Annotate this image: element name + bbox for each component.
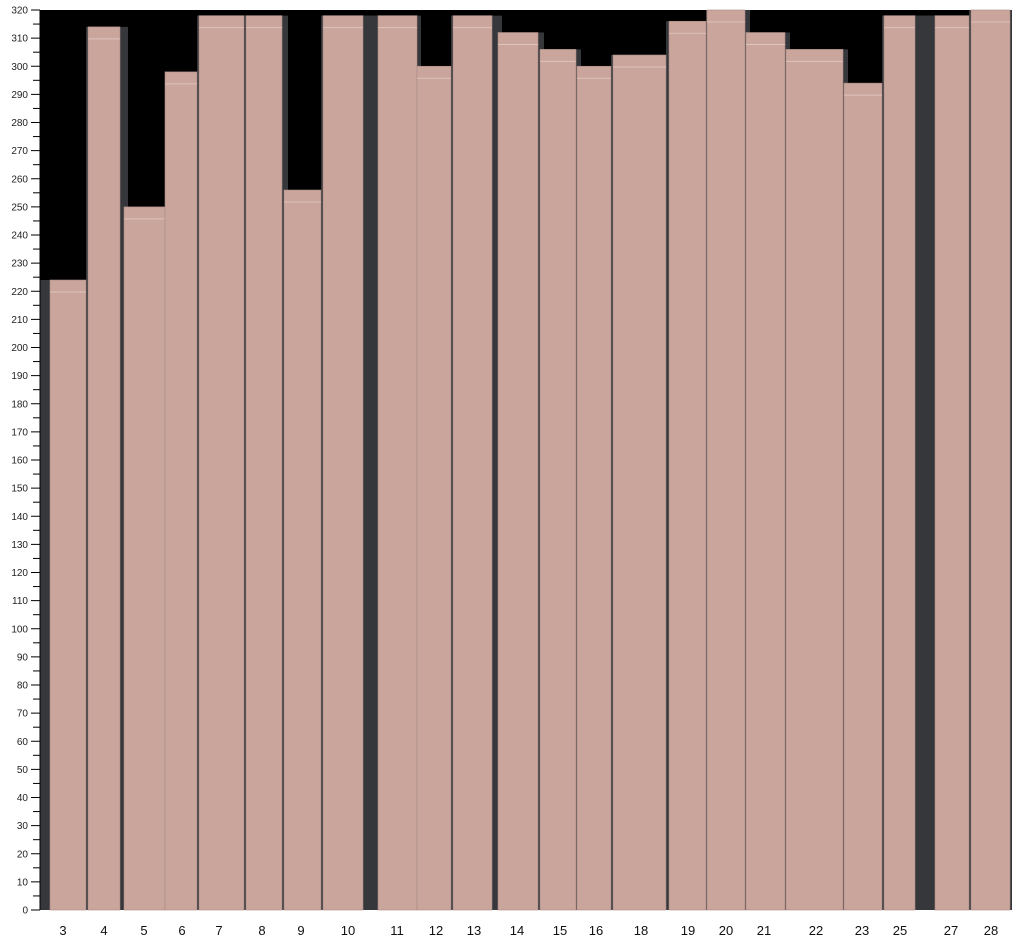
- y-tick-label: 220: [11, 287, 28, 298]
- x-tick-label: 3: [59, 923, 66, 938]
- y-tick-label: 240: [11, 231, 28, 242]
- y-tick-label: 60: [17, 737, 29, 748]
- x-tick-label: 27: [944, 923, 958, 938]
- board-bar-14: [497, 32, 539, 911]
- board-bar-3: [49, 279, 87, 911]
- board-bar-4: [87, 26, 121, 911]
- y-tick-label: 0: [22, 906, 28, 917]
- y-tick-label: 320: [11, 6, 28, 17]
- y-tick-label: 210: [11, 315, 28, 326]
- x-tick-label: 14: [510, 923, 524, 938]
- x-tick-label: 4: [100, 923, 107, 938]
- x-tick-label: 15: [553, 923, 567, 938]
- board-bar-23: [843, 82, 883, 911]
- board-bar-9: [283, 189, 322, 911]
- x-tick-label: 28: [984, 923, 998, 938]
- y-tick-label: 190: [11, 371, 28, 382]
- board-bar-15: [539, 49, 577, 911]
- board-bar-16: [576, 65, 612, 911]
- board-bar-6: [164, 71, 198, 911]
- board-bar-28: [970, 9, 1011, 911]
- y-tick-label: 10: [17, 877, 29, 888]
- x-tick-label: 13: [467, 923, 481, 938]
- y-tick-label: 140: [11, 512, 28, 523]
- x-tick-label: 22: [809, 923, 823, 938]
- y-tick-label: 80: [17, 681, 29, 692]
- y-tick-label: 50: [17, 765, 29, 776]
- board-bar-21: [745, 32, 786, 911]
- x-tick-label: 18: [634, 923, 648, 938]
- x-tick-label: 6: [178, 923, 185, 938]
- y-tick-label: 130: [11, 540, 28, 551]
- board-bar-27: [934, 15, 970, 911]
- y-tick-label: 30: [17, 821, 29, 832]
- board-bar-19: [668, 20, 707, 911]
- y-tick-label: 20: [17, 849, 29, 860]
- board-bar-5: [123, 206, 166, 911]
- board-bar-18: [612, 54, 667, 911]
- x-tick-label: 23: [855, 923, 869, 938]
- x-tick-label: 16: [589, 923, 603, 938]
- board-bar-11: [377, 15, 418, 911]
- x-tick-label: 20: [719, 923, 733, 938]
- y-tick-label: 250: [11, 202, 28, 213]
- y-tick-label: 200: [11, 343, 28, 354]
- x-tick-label: 5: [140, 923, 147, 938]
- y-tick-label: 100: [11, 624, 28, 635]
- board-bar-25: [883, 15, 916, 911]
- y-tick-label: 150: [11, 484, 28, 495]
- y-tick-label: 310: [11, 34, 28, 45]
- y-tick-label: 120: [11, 568, 28, 579]
- y-tick-label: 280: [11, 118, 28, 129]
- x-tick-label: 7: [215, 923, 222, 938]
- y-tick-label: 170: [11, 427, 28, 438]
- board-bar-10: [322, 15, 364, 911]
- y-tick-label: 230: [11, 259, 28, 270]
- board-bar-8: [245, 15, 283, 911]
- x-tick-label: 10: [341, 923, 355, 938]
- board-bar-7: [198, 15, 245, 911]
- x-tick-label: 25: [893, 923, 907, 938]
- x-tick-label: 21: [757, 923, 771, 938]
- y-tick-label: 90: [17, 652, 29, 663]
- y-tick-label: 70: [17, 709, 29, 720]
- board-bar-22: [785, 49, 844, 911]
- x-tick-label: 11: [390, 923, 404, 938]
- x-tick-label: 9: [297, 923, 304, 938]
- x-tick-label: 8: [258, 923, 265, 938]
- y-tick-label: 260: [11, 174, 28, 185]
- x-tick-label: 12: [429, 923, 443, 938]
- y-tick-label: 270: [11, 146, 28, 157]
- board-bar-13: [452, 15, 493, 911]
- y-tick-label: 300: [11, 62, 28, 73]
- y-tick-label: 160: [11, 456, 28, 467]
- board-bar-20: [706, 9, 746, 911]
- y-tick-label: 290: [11, 90, 28, 101]
- board-bar-12: [416, 65, 452, 911]
- y-tick-label: 110: [12, 596, 28, 607]
- y-tick-label: 40: [17, 793, 29, 804]
- y-tick-label: 180: [11, 399, 28, 410]
- x-tick-label: 19: [681, 923, 695, 938]
